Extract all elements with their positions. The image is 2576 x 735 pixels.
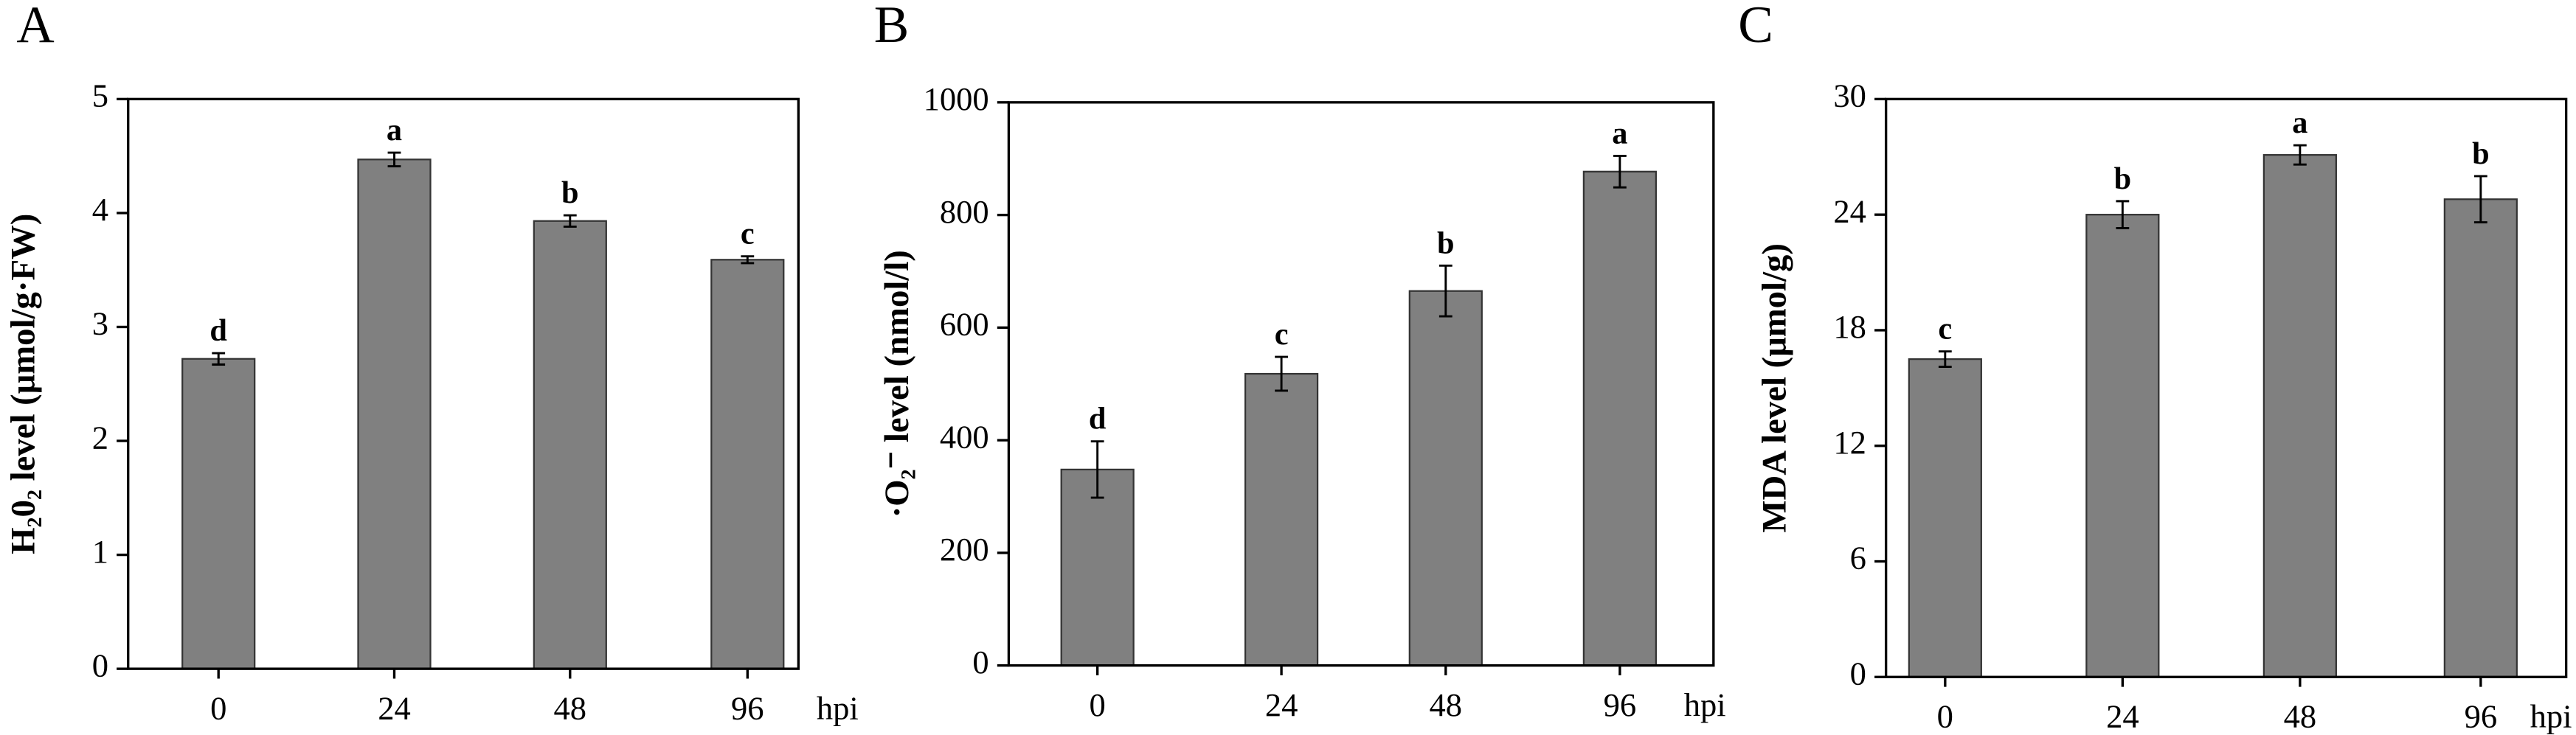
bar <box>710 259 785 670</box>
y-tick-label: 4 <box>92 191 108 228</box>
plot-frame <box>1884 97 2568 678</box>
bar <box>1908 358 1982 678</box>
bar <box>1060 468 1135 666</box>
x-axis-unit: hpi <box>817 689 859 726</box>
plot-frame <box>1007 101 1715 667</box>
y-tick-label: 6 <box>1850 540 1866 576</box>
significance-letter: b <box>2114 161 2132 196</box>
x-tick-label: 24 <box>2106 697 2139 734</box>
x-tick-label: 96 <box>1604 686 1637 723</box>
bar <box>2085 214 2160 678</box>
plot-frame <box>127 97 800 670</box>
y-tick-label: 200 <box>940 531 989 568</box>
panel-label: A <box>16 0 54 54</box>
y-tick-label: 1 <box>92 533 108 570</box>
panel-label: B <box>874 0 910 54</box>
x-tick-label: 48 <box>554 689 587 726</box>
x-axis-unit: hpi <box>1684 686 1726 723</box>
y-axis-label: ·O₂⁻ level (nmol/l) <box>878 250 916 518</box>
x-tick-label: 0 <box>1937 697 1953 734</box>
y-tick-label: 3 <box>92 305 108 342</box>
y-tick-label: 18 <box>1833 308 1866 345</box>
bar <box>181 358 256 670</box>
bar <box>357 159 432 670</box>
y-tick-label: 400 <box>940 418 989 455</box>
significance-letter: b <box>561 175 579 210</box>
y-tick-label: 24 <box>1833 192 1866 229</box>
x-tick-label: 96 <box>731 689 764 726</box>
bar <box>533 220 607 670</box>
y-tick-label: 600 <box>940 306 989 343</box>
x-tick-label: 48 <box>2284 697 2317 734</box>
significance-letter: b <box>1437 226 1455 260</box>
y-axis-label: H₂0₂ level (μmol/g·FW) <box>4 214 42 554</box>
x-tick-label: 24 <box>378 689 411 726</box>
x-tick-label: 96 <box>2465 697 2498 734</box>
significance-letter: a <box>387 113 402 147</box>
panel-label: C <box>1738 0 1773 54</box>
y-tick-label: 800 <box>940 193 989 230</box>
significance-letter: c <box>1275 317 1289 352</box>
y-tick-label: 5 <box>92 77 108 114</box>
significance-letter: c <box>1938 312 1952 346</box>
x-tick-label: 0 <box>1090 686 1106 723</box>
significance-letter: a <box>1612 116 1627 150</box>
bar <box>1244 372 1319 666</box>
bar <box>1582 170 1657 666</box>
significance-letter: c <box>741 217 755 251</box>
y-axis-label: MDA level (μmol/g) <box>1755 243 1793 533</box>
y-tick-label: 0 <box>972 644 988 680</box>
bar <box>2443 198 2518 678</box>
significance-letter: d <box>1089 402 1107 436</box>
significance-letter: d <box>210 313 227 348</box>
x-tick-label: 0 <box>210 689 226 726</box>
y-tick-label: 0 <box>92 647 108 683</box>
y-tick-label: 2 <box>92 419 108 456</box>
y-tick-label: 30 <box>1833 77 1866 114</box>
significance-letter: a <box>2292 105 2307 140</box>
y-tick-label: 0 <box>1850 655 1866 692</box>
bar <box>1408 290 1483 666</box>
x-tick-label: 24 <box>1265 686 1298 723</box>
x-tick-label: 48 <box>1430 686 1463 723</box>
y-tick-label: 12 <box>1833 424 1866 461</box>
bar <box>2262 154 2337 678</box>
x-axis-unit: hpi <box>2530 697 2572 734</box>
significance-letter: b <box>2472 136 2490 171</box>
y-tick-label: 1000 <box>924 80 989 117</box>
